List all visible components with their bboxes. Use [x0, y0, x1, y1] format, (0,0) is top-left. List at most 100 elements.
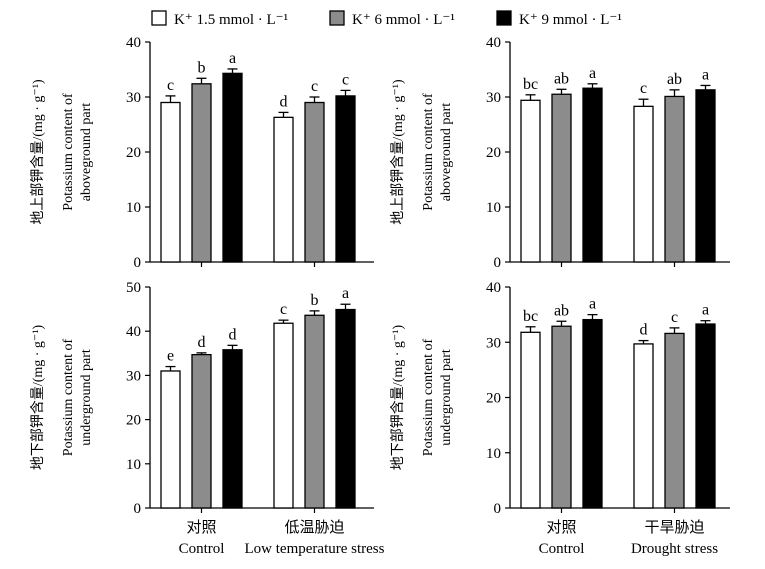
bar: [664, 95, 685, 263]
significance-label: a: [342, 285, 349, 302]
y-tick-label: 0: [494, 501, 502, 517]
y-tick-label: 40: [126, 324, 141, 340]
bar: [222, 72, 243, 263]
x-category-label-en: Control: [179, 541, 225, 557]
y-tick-label: 30: [486, 335, 501, 351]
legend-item: K⁺ 9 mmol · L⁻¹: [496, 10, 622, 28]
legend-item: K⁺ 1.5 mmol · L⁻¹: [151, 10, 288, 28]
y-axis-title-cn: 地上部钾含量/(mg · g⁻¹): [390, 79, 406, 225]
y-axis-title-en: underground part: [439, 349, 454, 446]
y-axis-title-en: Potassium content of: [421, 338, 436, 456]
significance-label: c: [342, 71, 349, 88]
bar: [695, 323, 716, 509]
significance-label: ab: [554, 302, 569, 319]
y-tick-label: 0: [134, 255, 142, 271]
y-tick-label: 30: [126, 90, 141, 106]
bar: [304, 101, 325, 263]
y-axis-title-cn: 地下部钾含量/(mg · g⁻¹): [390, 324, 406, 470]
x-category-label-en: Low temperature stress: [245, 541, 385, 557]
chart-panel: 0 10 20 30 40 50 地下部钾含量/(mg · g⁻¹) Potassium co…: [30, 280, 385, 557]
y-axis-title-cn: 地下部钾含量/(mg · g⁻¹): [30, 324, 46, 470]
bar: [160, 101, 181, 263]
significance-label: c: [671, 309, 678, 326]
significance-label: b: [311, 292, 319, 309]
x-category-label-cn: 低温胁迫: [284, 519, 344, 536]
bar: [520, 99, 541, 263]
significance-label: ab: [554, 70, 569, 87]
significance-label: a: [589, 296, 596, 313]
significance-label: e: [167, 348, 174, 365]
legend-swatch: [151, 10, 167, 26]
significance-label: a: [702, 66, 709, 83]
y-axis-title-en: aboveground part: [439, 103, 454, 201]
legend: K⁺ 1.5 mmol · L⁻¹ K⁺ 6 mmol · L⁻¹ K⁺ 9 mmo…: [151, 10, 622, 28]
significance-label: b: [198, 59, 206, 76]
y-axis-title-cn: 地上部钾含量/(mg · g⁻¹): [30, 79, 46, 225]
bar: [222, 349, 243, 509]
significance-label: c: [167, 77, 174, 94]
legend-label: K⁺ 6 mmol · L⁻¹: [352, 12, 455, 28]
significance-label: d: [280, 93, 288, 110]
bar: [582, 87, 603, 263]
bar: [633, 105, 654, 263]
y-tick-label: 0: [494, 255, 502, 271]
bar: [191, 83, 212, 263]
significance-label: a: [589, 65, 596, 82]
bar: [335, 95, 356, 263]
bar: [304, 314, 325, 509]
y-tick-label: 20: [126, 413, 141, 429]
legend-item: K⁺ 6 mmol · L⁻¹: [329, 10, 455, 28]
bar: [664, 332, 685, 509]
legend-swatch: [329, 10, 345, 26]
chart-panel: 0 10 20 30 40 地上部钾含量/(mg · g⁻¹) Potassium cont…: [390, 35, 730, 271]
significance-label: d: [198, 334, 206, 351]
y-tick-label: 40: [486, 280, 501, 296]
y-tick-label: 20: [486, 391, 501, 407]
legend-label: K⁺ 1.5 mmol · L⁻¹: [174, 12, 288, 28]
y-tick-label: 0: [134, 501, 142, 517]
bar: [551, 93, 572, 263]
y-axis-title-en: Potassium content of: [61, 338, 76, 456]
significance-label: c: [311, 78, 318, 95]
significance-label: d: [640, 322, 648, 339]
y-tick-label: 20: [486, 145, 501, 161]
y-tick-label: 10: [126, 200, 141, 216]
bar: [633, 343, 654, 509]
legend-label: K⁺ 9 mmol · L⁻¹: [519, 12, 622, 28]
x-category-label-en: Drought stress: [631, 541, 718, 557]
bar: [551, 325, 572, 509]
bar: [273, 322, 294, 509]
bar: [695, 89, 716, 263]
y-axis-title-en: Potassium content of: [421, 93, 436, 211]
bar: [160, 370, 181, 509]
y-tick-label: 30: [486, 90, 501, 106]
bar: [520, 331, 541, 509]
chart-panel: 0 10 20 30 40 地上部钾含量/(mg · g⁻¹) Potassium cont…: [30, 35, 374, 271]
x-category-label-en: Control: [539, 541, 585, 557]
y-tick-label: 50: [126, 280, 141, 296]
chart-panel: 0 10 20 30 40 地下部钾含量/(mg · g⁻¹) Potassium cont…: [390, 280, 730, 557]
significance-label: c: [640, 80, 647, 97]
significance-label: c: [280, 301, 287, 318]
x-category-label-cn: 干旱胁迫: [644, 519, 704, 536]
significance-label: d: [229, 326, 237, 343]
x-category-label-cn: 对照: [546, 519, 576, 536]
bar: [191, 353, 212, 509]
significance-label: bc: [523, 308, 538, 325]
y-axis-title-en: underground part: [79, 349, 94, 446]
x-category-label-cn: 对照: [186, 519, 216, 536]
chart-panels: 0 10 20 30 40 地上部钾含量/(mg · g⁻¹) Potassium cont…: [30, 35, 730, 557]
significance-label: ab: [667, 71, 682, 88]
y-tick-label: 40: [126, 35, 141, 51]
y-tick-label: 10: [486, 446, 501, 462]
bar: [582, 318, 603, 509]
bar: [273, 116, 294, 263]
y-tick-label: 40: [486, 35, 501, 51]
legend-swatch: [496, 10, 512, 26]
significance-label: bc: [523, 76, 538, 93]
significance-label: a: [702, 302, 709, 319]
y-tick-label: 30: [126, 368, 141, 384]
y-tick-label: 20: [126, 145, 141, 161]
y-tick-label: 10: [486, 200, 501, 216]
